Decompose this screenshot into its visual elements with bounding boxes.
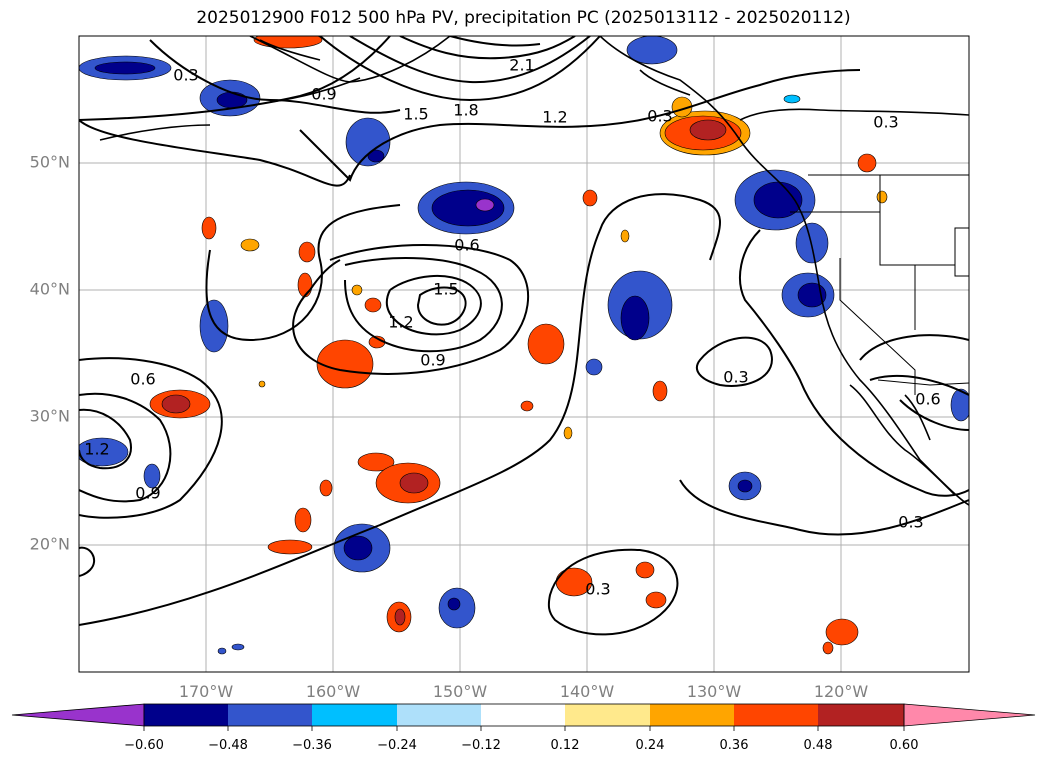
colorbar-tick-label: −0.36: [292, 738, 332, 753]
lat-label: 30°N: [30, 407, 70, 426]
colorbar-tick-label: −0.12: [461, 738, 501, 753]
contour-label: 0.3: [898, 513, 923, 532]
contour-label: 0.3: [723, 368, 748, 387]
lat-label: 50°N: [30, 153, 70, 172]
lon-label: 160°W: [306, 682, 361, 701]
contour-label: 0.3: [585, 580, 610, 599]
contour-label: 0.6: [454, 236, 479, 255]
colorbar-segment: [565, 704, 650, 726]
contour-label: 1.5: [403, 105, 428, 124]
contour-label: 0.3: [873, 113, 898, 132]
contour-label: 1.2: [84, 440, 109, 459]
colorbar-segment: [228, 704, 312, 726]
colorbar-extend-left: [11, 703, 145, 727]
contour-label: 1.2: [542, 108, 567, 127]
colorbar-extend-right: [903, 703, 1036, 727]
colorbar-tick-label: 0.60: [890, 738, 919, 753]
contour-label: 0.3: [647, 107, 672, 126]
colorbar-tick-label: 0.12: [551, 738, 580, 753]
contour-label: 0.6: [915, 390, 940, 409]
contour-label: 0.9: [135, 484, 160, 503]
map-area: [79, 36, 969, 672]
contour-labels: 0.3 0.9 1.5 1.8 2.1 1.2 0.3 0.3 0.6 1.5 …: [84, 56, 940, 599]
lat-label: 40°N: [30, 280, 70, 299]
longitude-labels: 170°W 160°W 150°W 140°W 130°W 120°W: [179, 682, 869, 701]
colorbar-tick-label: −0.48: [208, 738, 248, 753]
lon-label: 120°W: [814, 682, 869, 701]
chart-title: 2025012900 F012 500 hPa PV, precipitatio…: [196, 8, 851, 28]
precip-negative: [79, 36, 969, 655]
colorbar-segment: [312, 704, 397, 726]
contour-label: 0.9: [420, 351, 445, 370]
coastlines: [99, 36, 969, 506]
colorbar-tick-label: 0.36: [720, 738, 749, 753]
lon-label: 170°W: [179, 682, 234, 701]
lon-label: 130°W: [687, 682, 742, 701]
colorbar-segment: [818, 704, 904, 726]
colorbar: −0.60 −0.48 −0.36 −0.24 −0.12 0.12 0.24 …: [11, 703, 1036, 753]
contour-label: 0.6: [130, 370, 155, 389]
latitude-labels: 50°N 40°N 30°N 20°N: [30, 153, 70, 554]
colorbar-tick-label: 0.48: [804, 738, 833, 753]
colorbar-tick-label: −0.60: [124, 738, 164, 753]
lon-label: 140°W: [560, 682, 615, 701]
colorbar-segment: [734, 704, 818, 726]
colorbar-segment: [481, 704, 565, 726]
colorbar-tick-label: 0.24: [636, 738, 665, 753]
contour-label: 1.8: [453, 101, 478, 120]
contour-label: 2.1: [509, 56, 534, 75]
contour-label: 1.5: [433, 280, 458, 299]
precip-positive: [149, 36, 888, 655]
colorbar-segment: [397, 704, 481, 726]
map-frame: [78, 35, 970, 673]
lon-label: 150°W: [433, 682, 488, 701]
lat-label: 20°N: [30, 535, 70, 554]
contour-label: 0.9: [311, 85, 336, 104]
political-borders: [790, 174, 969, 395]
colorbar-segment: [144, 704, 228, 726]
pv-contours: [79, 36, 969, 636]
gridlines: [79, 36, 969, 672]
colorbar-tick-label: −0.24: [377, 738, 417, 753]
contour-label: 1.2: [388, 313, 413, 332]
contour-label: 0.3: [173, 66, 198, 85]
colorbar-segment: [650, 704, 734, 726]
